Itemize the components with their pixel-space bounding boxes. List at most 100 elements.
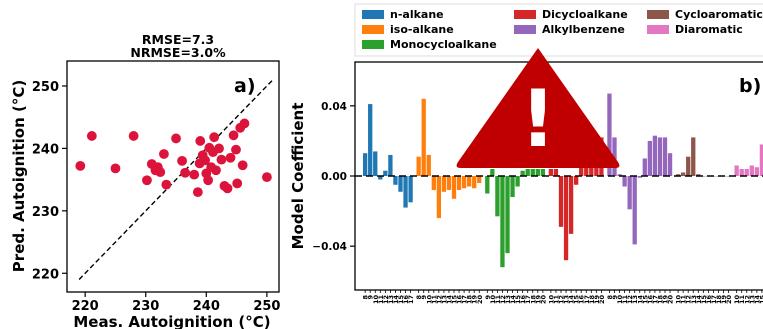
x-tick-label: 9 bbox=[484, 295, 492, 300]
x-tick-label: 10 bbox=[733, 295, 741, 305]
bar-alkylbenzene-9 bbox=[652, 135, 658, 176]
legend-swatch bbox=[647, 25, 669, 34]
bar-alkylbenzene-1 bbox=[612, 137, 617, 176]
x-tick-label: 14 bbox=[753, 295, 761, 305]
scatter-point-37 bbox=[239, 118, 250, 129]
x-tick-label: 8 bbox=[415, 295, 423, 300]
x-tick-label: 13 bbox=[387, 295, 395, 304]
bar-monocycloalkane-5 bbox=[510, 176, 515, 198]
bar-dicycloalkane-5 bbox=[574, 176, 579, 185]
bar-alkylbenzene-7 bbox=[642, 158, 647, 176]
x-tick-label: 15 bbox=[514, 295, 522, 305]
bar-monocycloalkane-4 bbox=[505, 176, 510, 254]
warning-glyph: ! bbox=[520, 75, 556, 165]
bar-alkylbenzene-10 bbox=[657, 137, 663, 176]
x-tick-label: 9 bbox=[420, 295, 428, 300]
bar-iso-alkane-1 bbox=[421, 98, 426, 176]
x-tick-label: 18 bbox=[466, 295, 474, 305]
x-tick-label: 230 bbox=[132, 299, 159, 314]
bar-monocycloalkane-0 bbox=[485, 176, 490, 194]
x-tick-label: 10 bbox=[425, 295, 433, 305]
x-tick-label: 10 bbox=[616, 295, 624, 305]
bar-alkylbenzene-4 bbox=[627, 176, 632, 210]
x-tick-label: 20 bbox=[598, 295, 606, 305]
x-tick-label: 19 bbox=[662, 295, 670, 305]
bar-cycloaromatic-1 bbox=[681, 172, 686, 176]
panel-b-coefficient-bar-chart: n-alkane iso-alkane Monocycloalkane Dicyclo… bbox=[289, 3, 763, 305]
scatter-point-26 bbox=[211, 165, 221, 176]
scatter-point-34 bbox=[232, 178, 243, 189]
legend-box bbox=[354, 3, 763, 57]
scatter-point-31 bbox=[225, 152, 236, 163]
panel-a-parity-plot: RMSE=7.3 NRMSE=3.0% 220 230 240 250 220 230 24… bbox=[10, 32, 280, 329]
scatter-point-14 bbox=[189, 169, 200, 180]
bar-iso-alkane-11 bbox=[472, 176, 477, 189]
scatter-point-8 bbox=[155, 167, 166, 178]
bar-iso-alkane-9 bbox=[461, 176, 467, 189]
panel-b-y-axis-label: Model Coefficient bbox=[289, 103, 307, 250]
bar-n-alkane-5 bbox=[388, 154, 393, 176]
legend-label: Monocycloalkane bbox=[390, 38, 497, 51]
x-tick-label: 14 bbox=[392, 295, 400, 305]
x-tick-label: 11 bbox=[680, 295, 688, 305]
panel-a-y-axis-label: Pred. Autoignition (°C) bbox=[10, 80, 28, 272]
scatter-point-2 bbox=[110, 163, 121, 174]
bar-monocycloalkane-1 bbox=[490, 168, 495, 176]
x-tick-label: 16 bbox=[578, 295, 586, 305]
legend-swatch bbox=[362, 25, 384, 34]
y-tick-label: 0.04 bbox=[321, 101, 347, 113]
bar-iso-alkane-3 bbox=[431, 176, 436, 191]
x-tick-label: 19 bbox=[720, 295, 728, 305]
bar-iso-alkane-6 bbox=[446, 176, 452, 191]
bar-dicycloalkane-4 bbox=[568, 176, 574, 234]
bar-alkylbenzene-8 bbox=[647, 140, 652, 176]
y-tick-label: 230 bbox=[32, 205, 59, 220]
scatter-point-32 bbox=[228, 130, 239, 141]
x-tick-label: 12 bbox=[382, 295, 390, 304]
panel-a-x-axis-label: Meas. Autoignition (°C) bbox=[73, 313, 270, 329]
legend-label: n-alkane bbox=[390, 8, 444, 21]
x-tick-label: 13 bbox=[563, 295, 571, 304]
x-tick-label: 13 bbox=[440, 295, 448, 304]
x-tick-label: 10 bbox=[675, 295, 683, 305]
scatter-point-11 bbox=[171, 133, 181, 144]
x-tick-label: 20 bbox=[539, 295, 547, 305]
scatter-point-10 bbox=[161, 179, 172, 190]
parity-line bbox=[78, 79, 274, 281]
x-tick-label: 9 bbox=[611, 295, 619, 300]
y-tick-label: 0.00 bbox=[321, 171, 347, 183]
bar-alkylbenzene-0 bbox=[607, 93, 612, 176]
x-tick-label: 12 bbox=[558, 295, 566, 304]
x-tick-label: 18 bbox=[656, 295, 664, 305]
scatter-point-15 bbox=[192, 187, 203, 198]
bar-alkylbenzene-2 bbox=[617, 174, 622, 176]
x-tick-label: 20 bbox=[667, 295, 675, 305]
x-tick-label: 12 bbox=[626, 295, 634, 304]
x-tick-label: 17 bbox=[651, 295, 659, 304]
y-tick-label: 240 bbox=[32, 142, 59, 157]
x-tick-label: 11 bbox=[738, 295, 746, 305]
bar-monocycloalkane-7 bbox=[520, 170, 525, 176]
legend-swatch bbox=[362, 10, 384, 19]
scatter-point-1 bbox=[86, 131, 97, 141]
x-tick-label: 10 bbox=[489, 295, 497, 305]
x-tick-label: 250 bbox=[253, 299, 280, 314]
scatter-point-33 bbox=[231, 144, 241, 155]
x-tick-label: 11 bbox=[430, 295, 438, 305]
bar-diaromatic-5 bbox=[759, 144, 763, 176]
bar-alkylbenzene-5 bbox=[632, 176, 637, 245]
panel-a-title: RMSE=7.3 bbox=[142, 32, 214, 47]
x-tick-label: 13 bbox=[631, 295, 639, 304]
legend-label: Diaromatic bbox=[675, 23, 743, 36]
x-tick-label: 17 bbox=[710, 295, 718, 304]
bar-iso-alkane-12 bbox=[477, 176, 482, 184]
x-tick-label: 12 bbox=[499, 295, 507, 304]
y-tick-label: 220 bbox=[32, 267, 59, 282]
bar-cycloaromatic-4 bbox=[696, 174, 701, 176]
bar-alkylbenzene-11 bbox=[662, 137, 668, 176]
panel-b-legend: n-alkane iso-alkane Monocycloalkane Dicyclo… bbox=[354, 3, 763, 57]
x-tick-label: 11 bbox=[494, 295, 502, 305]
x-tick-label: 15 bbox=[451, 295, 459, 305]
bar-dicycloalkane-0 bbox=[548, 168, 554, 176]
scatter-point-9 bbox=[159, 149, 169, 159]
